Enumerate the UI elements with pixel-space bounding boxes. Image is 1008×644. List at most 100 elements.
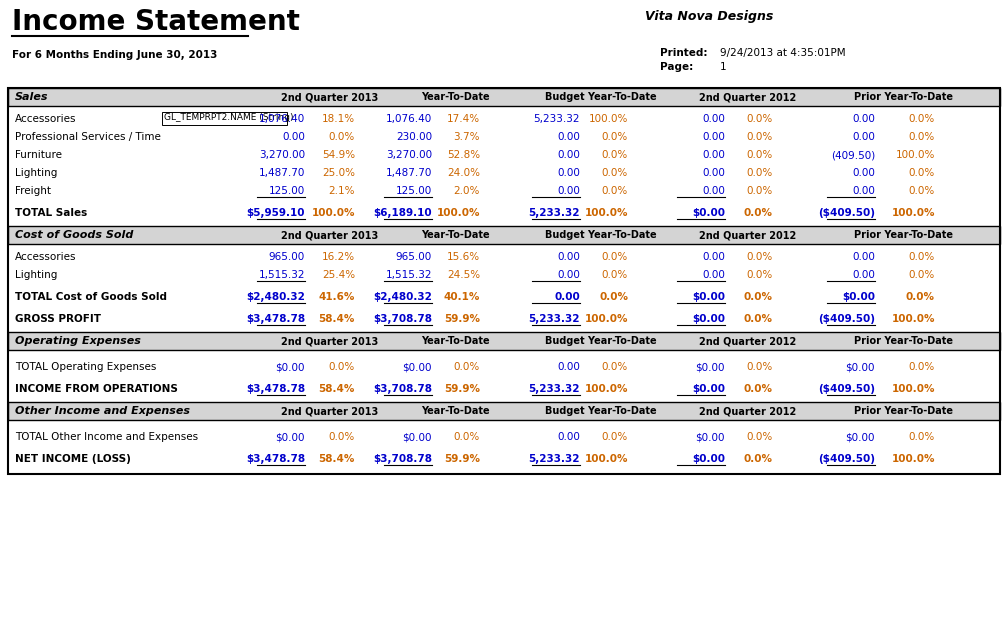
Text: 2.1%: 2.1% — [329, 186, 355, 196]
Text: $6,189.10: $6,189.10 — [373, 208, 432, 218]
Text: $5,959.10: $5,959.10 — [247, 208, 305, 218]
Text: 0.0%: 0.0% — [744, 454, 773, 464]
Text: $0.00: $0.00 — [692, 314, 725, 324]
Text: $0.00: $0.00 — [402, 432, 432, 442]
Text: $0.00: $0.00 — [692, 454, 725, 464]
Text: $0.00: $0.00 — [692, 384, 725, 394]
Text: 0.0%: 0.0% — [747, 150, 773, 160]
Text: 100.0%: 100.0% — [891, 314, 935, 324]
Text: 0.0%: 0.0% — [329, 432, 355, 442]
Text: NET INCOME (LOSS): NET INCOME (LOSS) — [15, 454, 131, 464]
Text: 0.00: 0.00 — [852, 168, 875, 178]
Text: 100.0%: 100.0% — [891, 208, 935, 218]
Text: Lighting: Lighting — [15, 270, 57, 280]
Bar — [8, 88, 1000, 106]
Text: $0.00: $0.00 — [275, 362, 305, 372]
Text: 2.0%: 2.0% — [454, 186, 480, 196]
Text: 100.0%: 100.0% — [585, 454, 628, 464]
Text: 0.0%: 0.0% — [747, 270, 773, 280]
Text: $0.00: $0.00 — [692, 208, 725, 218]
Text: 17.4%: 17.4% — [447, 114, 480, 124]
Text: 0.00: 0.00 — [557, 132, 580, 142]
Text: 2nd Quarter 2012: 2nd Quarter 2012 — [700, 230, 796, 240]
Text: 0.0%: 0.0% — [906, 292, 935, 302]
Text: Other Income and Expenses: Other Income and Expenses — [15, 406, 190, 416]
Text: 25.0%: 25.0% — [322, 168, 355, 178]
Text: 25.4%: 25.4% — [322, 270, 355, 280]
Text: Accessories: Accessories — [15, 114, 77, 124]
Text: ($409.50): ($409.50) — [818, 208, 875, 218]
Text: 965.00: 965.00 — [396, 252, 432, 262]
Text: 58.4%: 58.4% — [319, 384, 355, 394]
Text: Printed:: Printed: — [660, 48, 708, 58]
Text: Year-To-Date: Year-To-Date — [420, 406, 489, 416]
Text: 0.0%: 0.0% — [747, 186, 773, 196]
Text: 0.0%: 0.0% — [602, 252, 628, 262]
Text: 59.9%: 59.9% — [444, 454, 480, 464]
Text: 9/24/2013 at 4:35:01PM: 9/24/2013 at 4:35:01PM — [720, 48, 846, 58]
Text: 100.0%: 100.0% — [311, 208, 355, 218]
Text: 0.0%: 0.0% — [744, 208, 773, 218]
Text: 100.0%: 100.0% — [891, 454, 935, 464]
Text: $0.00: $0.00 — [275, 432, 305, 442]
Bar — [8, 402, 1000, 420]
Text: Income Statement: Income Statement — [12, 8, 299, 36]
Bar — [8, 332, 1000, 350]
Text: Professional Services / Time: Professional Services / Time — [15, 132, 161, 142]
Text: 100.0%: 100.0% — [896, 150, 935, 160]
Text: 0.00: 0.00 — [557, 270, 580, 280]
Text: ($409.50): ($409.50) — [818, 314, 875, 324]
Text: $0.00: $0.00 — [846, 362, 875, 372]
Text: 100.0%: 100.0% — [891, 384, 935, 394]
Text: 100.0%: 100.0% — [436, 208, 480, 218]
Text: 0.0%: 0.0% — [909, 432, 935, 442]
Text: 965.00: 965.00 — [269, 252, 305, 262]
Text: 1,487.70: 1,487.70 — [259, 168, 305, 178]
Text: $3,478.78: $3,478.78 — [246, 454, 305, 464]
Text: 0.0%: 0.0% — [744, 314, 773, 324]
Text: 0.00: 0.00 — [557, 432, 580, 442]
Text: 0.0%: 0.0% — [744, 384, 773, 394]
Text: $3,708.78: $3,708.78 — [373, 314, 432, 324]
Text: 5,233.32: 5,233.32 — [528, 314, 580, 324]
Text: 0.0%: 0.0% — [909, 270, 935, 280]
Text: $3,708.78: $3,708.78 — [373, 384, 432, 394]
Text: $3,478.78: $3,478.78 — [246, 314, 305, 324]
Text: Year-To-Date: Year-To-Date — [420, 230, 489, 240]
Text: 125.00: 125.00 — [269, 186, 305, 196]
Text: 0.0%: 0.0% — [909, 362, 935, 372]
Text: 0.00: 0.00 — [852, 132, 875, 142]
Text: $3,708.78: $3,708.78 — [373, 454, 432, 464]
Text: GL_TEMPRPT2.NAME (String): GL_TEMPRPT2.NAME (String) — [164, 113, 293, 122]
Text: $2,480.32: $2,480.32 — [373, 292, 432, 302]
Text: 0.0%: 0.0% — [602, 362, 628, 372]
Text: 0.00: 0.00 — [852, 114, 875, 124]
Text: 3,270.00: 3,270.00 — [259, 150, 305, 160]
Text: 58.4%: 58.4% — [319, 454, 355, 464]
Text: 3,270.00: 3,270.00 — [386, 150, 432, 160]
Text: Prior Year-To-Date: Prior Year-To-Date — [854, 230, 953, 240]
Text: INCOME FROM OPERATIONS: INCOME FROM OPERATIONS — [15, 384, 177, 394]
Text: 5,233.32: 5,233.32 — [528, 208, 580, 218]
Text: 0.0%: 0.0% — [602, 432, 628, 442]
Text: 0.0%: 0.0% — [747, 252, 773, 262]
Text: 0.0%: 0.0% — [909, 132, 935, 142]
Text: Operating Expenses: Operating Expenses — [15, 336, 141, 346]
Text: 24.5%: 24.5% — [447, 270, 480, 280]
Text: ($409.50): ($409.50) — [818, 384, 875, 394]
Text: Page:: Page: — [660, 62, 694, 72]
Text: $2,480.32: $2,480.32 — [246, 292, 305, 302]
Text: 0.0%: 0.0% — [602, 186, 628, 196]
Text: 41.6%: 41.6% — [319, 292, 355, 302]
Text: ($409.50): ($409.50) — [818, 454, 875, 464]
Text: Cost of Goods Sold: Cost of Goods Sold — [15, 230, 133, 240]
Text: 0.00: 0.00 — [557, 186, 580, 196]
Text: 1,076.40: 1,076.40 — [386, 114, 432, 124]
Text: 16.2%: 16.2% — [322, 252, 355, 262]
Text: 100.0%: 100.0% — [585, 384, 628, 394]
Text: 2nd Quarter 2013: 2nd Quarter 2013 — [281, 406, 379, 416]
Text: 0.0%: 0.0% — [747, 432, 773, 442]
Text: 0.0%: 0.0% — [909, 168, 935, 178]
Text: 0.00: 0.00 — [557, 362, 580, 372]
Bar — [8, 226, 1000, 244]
